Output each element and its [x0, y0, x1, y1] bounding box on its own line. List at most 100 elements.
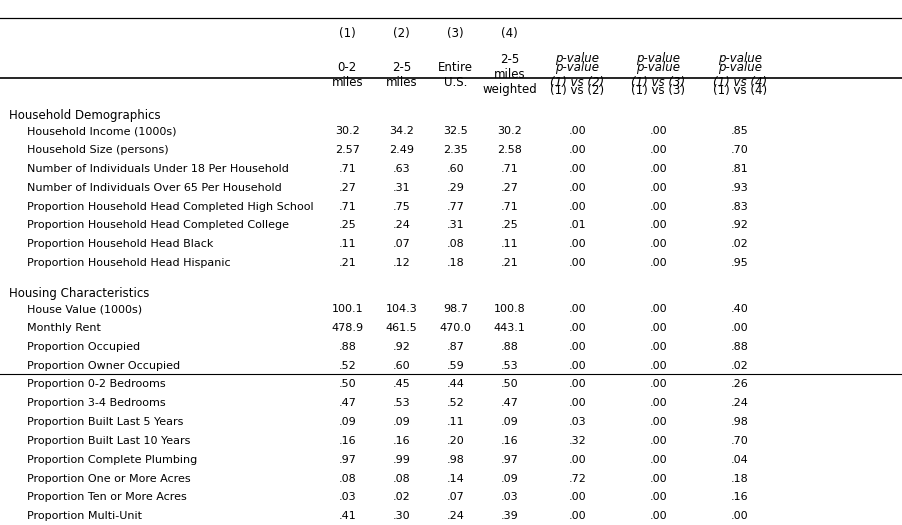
- Text: .00: .00: [568, 511, 586, 521]
- Text: .16: .16: [392, 436, 410, 446]
- Text: Proportion Ten or More Acres: Proportion Ten or More Acres: [27, 492, 187, 502]
- Text: (2): (2): [393, 27, 410, 40]
- Text: .99: .99: [392, 455, 410, 465]
- Text: (1) vs (4): (1) vs (4): [713, 83, 767, 97]
- Text: .98: .98: [731, 417, 749, 427]
- Text: .04: .04: [731, 455, 749, 465]
- Text: .88: .88: [731, 342, 749, 352]
- Text: .29: .29: [446, 183, 465, 193]
- Text: p-value: p-value: [556, 52, 599, 65]
- Text: 2.35: 2.35: [443, 145, 468, 155]
- Text: .00: .00: [649, 145, 667, 155]
- Text: .11: .11: [446, 417, 465, 427]
- Text: Proportion Owner Occupied: Proportion Owner Occupied: [27, 361, 180, 371]
- Text: .92: .92: [731, 220, 749, 230]
- Text: 2.58: 2.58: [497, 145, 522, 155]
- Text: .09: .09: [392, 417, 410, 427]
- Text: .00: .00: [649, 183, 667, 193]
- Text: 478.9: 478.9: [331, 323, 364, 333]
- Text: .02: .02: [392, 492, 410, 502]
- Text: .00: .00: [649, 474, 667, 484]
- Text: .16: .16: [338, 436, 356, 446]
- Text: .00: .00: [568, 361, 586, 371]
- Text: .30: .30: [392, 511, 410, 521]
- Text: .09: .09: [338, 417, 356, 427]
- Text: Number of Individuals Under 18 Per Household: Number of Individuals Under 18 Per House…: [27, 164, 289, 174]
- Text: .16: .16: [501, 436, 519, 446]
- Text: (4): (4): [502, 27, 518, 40]
- Text: .00: .00: [649, 220, 667, 230]
- Text: .24: .24: [731, 398, 749, 408]
- Text: .47: .47: [338, 398, 356, 408]
- Text: .00: .00: [649, 258, 667, 268]
- Text: .00: .00: [649, 323, 667, 333]
- Text: .00: .00: [568, 126, 586, 136]
- Text: .00: .00: [568, 380, 586, 390]
- Text: .95: .95: [731, 258, 749, 268]
- Text: .32: .32: [568, 436, 586, 446]
- Text: Proportion Household Head Black: Proportion Household Head Black: [27, 239, 214, 249]
- Text: Proportion Occupied: Proportion Occupied: [27, 342, 140, 352]
- Text: Proportion Household Head Completed College: Proportion Household Head Completed Coll…: [27, 220, 289, 230]
- Text: .00: .00: [568, 183, 586, 193]
- Text: .18: .18: [731, 474, 749, 484]
- Text: Proportion Household Head Hispanic: Proportion Household Head Hispanic: [27, 258, 231, 268]
- Text: .71: .71: [501, 164, 519, 174]
- Text: .00: .00: [649, 202, 667, 212]
- Text: .07: .07: [446, 492, 465, 502]
- Text: .00: .00: [649, 492, 667, 502]
- Text: .00: .00: [731, 511, 749, 521]
- Text: .97: .97: [338, 455, 356, 465]
- Text: .27: .27: [501, 183, 519, 193]
- Text: .00: .00: [649, 455, 667, 465]
- Text: .50: .50: [501, 380, 519, 390]
- Text: .00: .00: [731, 323, 749, 333]
- Text: .00: .00: [649, 126, 667, 136]
- Text: .92: .92: [392, 342, 410, 352]
- Text: .03: .03: [501, 492, 519, 502]
- Text: (3): (3): [447, 27, 464, 40]
- Text: .00: .00: [568, 304, 586, 314]
- Text: .11: .11: [501, 239, 519, 249]
- Text: .75: .75: [392, 202, 410, 212]
- Text: .00: .00: [568, 239, 586, 249]
- Text: Entire
U.S.: Entire U.S.: [438, 60, 473, 89]
- Text: 470.0: 470.0: [439, 323, 472, 333]
- Text: (1) vs (2): (1) vs (2): [550, 83, 604, 97]
- Text: .18: .18: [446, 258, 465, 268]
- Text: .71: .71: [338, 164, 356, 174]
- Text: p-value
(1) vs (2): p-value (1) vs (2): [550, 60, 604, 89]
- Text: .03: .03: [338, 492, 356, 502]
- Text: Household Income (1000s): Household Income (1000s): [27, 126, 177, 136]
- Text: .71: .71: [338, 202, 356, 212]
- Text: .88: .88: [501, 342, 519, 352]
- Text: .00: .00: [649, 398, 667, 408]
- Text: .02: .02: [731, 239, 749, 249]
- Text: Proportion Household Head Completed High School: Proportion Household Head Completed High…: [27, 202, 314, 212]
- Text: 98.7: 98.7: [443, 304, 468, 314]
- Text: 30.2: 30.2: [335, 126, 360, 136]
- Text: .03: .03: [568, 417, 586, 427]
- Text: .00: .00: [568, 398, 586, 408]
- Text: .00: .00: [568, 164, 586, 174]
- Text: .26: .26: [731, 380, 749, 390]
- Text: .31: .31: [446, 220, 465, 230]
- Text: Proportion 3-4 Bedrooms: Proportion 3-4 Bedrooms: [27, 398, 166, 408]
- Text: 461.5: 461.5: [385, 323, 418, 333]
- Text: .41: .41: [338, 511, 356, 521]
- Text: .25: .25: [338, 220, 356, 230]
- Text: .31: .31: [392, 183, 410, 193]
- Text: .59: .59: [446, 361, 465, 371]
- Text: .60: .60: [446, 164, 465, 174]
- Text: .24: .24: [392, 220, 410, 230]
- Text: 104.3: 104.3: [385, 304, 418, 314]
- Text: 2.49: 2.49: [389, 145, 414, 155]
- Text: p-value: p-value: [637, 52, 680, 65]
- Text: Proportion Complete Plumbing: Proportion Complete Plumbing: [27, 455, 198, 465]
- Text: .07: .07: [392, 239, 410, 249]
- Text: House Value (1000s): House Value (1000s): [27, 304, 143, 314]
- Text: .00: .00: [649, 342, 667, 352]
- Text: .77: .77: [446, 202, 465, 212]
- Text: .00: .00: [568, 202, 586, 212]
- Text: Housing Characteristics: Housing Characteristics: [9, 287, 150, 300]
